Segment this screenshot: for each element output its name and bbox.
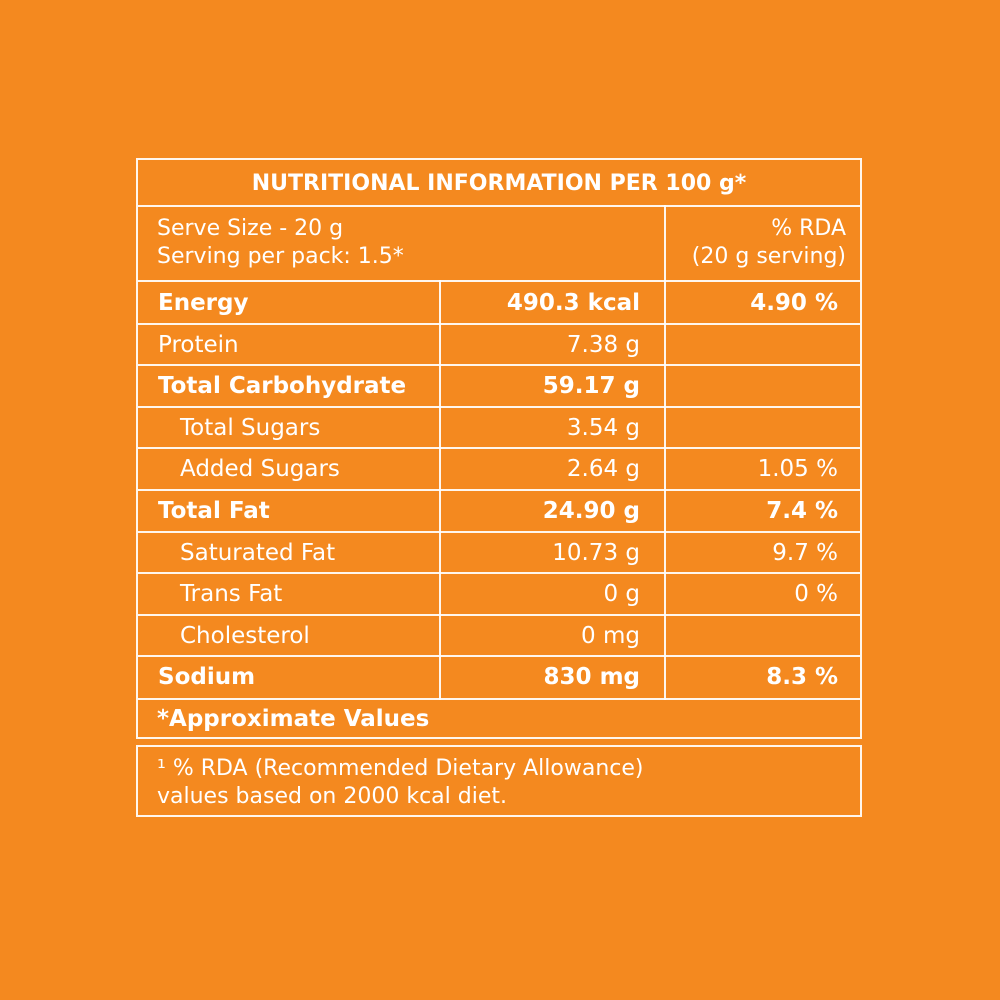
nutrient-name: Cholesterol [180, 622, 310, 649]
row-divider [138, 655, 860, 658]
row-divider [138, 447, 860, 450]
footnote-line: ¹ % RDA (Recommended Dietary Allowance) [157, 756, 644, 781]
nutrient-name: Total Fat [158, 498, 270, 524]
row-divider [138, 613, 860, 616]
nutrient-rda: 4.90 % [750, 290, 838, 316]
servings-per-pack: Serving per pack: 1.5* [157, 244, 404, 269]
nutrient-rda: 9.7 % [772, 539, 838, 566]
approximate-values-note: *Approximate Values [157, 706, 430, 732]
nutrient-name: Sodium [158, 664, 256, 691]
row-divider [138, 364, 860, 367]
row-divider [138, 322, 860, 325]
rda-footnote: ¹ % RDA (Recommended Dietary Allowance) … [136, 745, 862, 817]
row-divider [138, 530, 860, 533]
nutrient-name: Energy [158, 290, 249, 316]
rda-header: % RDA [771, 216, 846, 241]
nutrient-name: Added Sugars [180, 456, 340, 483]
row-divider [138, 572, 860, 575]
nutrient-amount: 2.64 g [566, 456, 640, 483]
nutrient-rda: 0 % [794, 581, 838, 608]
divider [138, 698, 860, 700]
nutrient-amount: 0 g [603, 581, 640, 608]
nutrient-rda: 7.4 % [766, 498, 838, 524]
nutrient-amount: 7.38 g [566, 331, 640, 358]
nutrient-amount: 10.73 g [552, 539, 640, 566]
nutrient-name: Total Carbohydrate [158, 373, 407, 400]
nutrient-amount: 490.3 kcal [506, 290, 640, 316]
nutrient-amount: 830 mg [543, 664, 640, 691]
nutrient-amount: 24.90 g [542, 498, 640, 524]
nutrition-table: NUTRITIONAL INFORMATION PER 100 g* Serve… [136, 158, 862, 739]
rda-header-serving: (20 g serving) [691, 244, 846, 269]
nutrient-name: Saturated Fat [180, 539, 336, 566]
serve-size: Serve Size - 20 g [157, 216, 344, 241]
nutrient-amount: 0 mg [581, 622, 640, 649]
nutrient-rda: 1.05 % [757, 456, 838, 483]
nutrient-amount: 59.17 g [542, 373, 640, 400]
row-divider [138, 405, 860, 408]
nutrient-name: Total Sugars [180, 414, 321, 441]
nutrient-name: Trans Fat [180, 581, 283, 608]
nutrient-amount: 3.54 g [566, 414, 640, 441]
row-divider [138, 489, 860, 491]
table-title: NUTRITIONAL INFORMATION PER 100 g* [251, 171, 747, 196]
nutrient-rda: 8.3 % [766, 664, 838, 691]
divider [138, 280, 860, 282]
nutrient-name: Protein [158, 331, 239, 358]
column-divider [664, 205, 666, 700]
footnote-line: values based on 2000 kcal diet. [157, 784, 507, 809]
divider [138, 205, 860, 207]
